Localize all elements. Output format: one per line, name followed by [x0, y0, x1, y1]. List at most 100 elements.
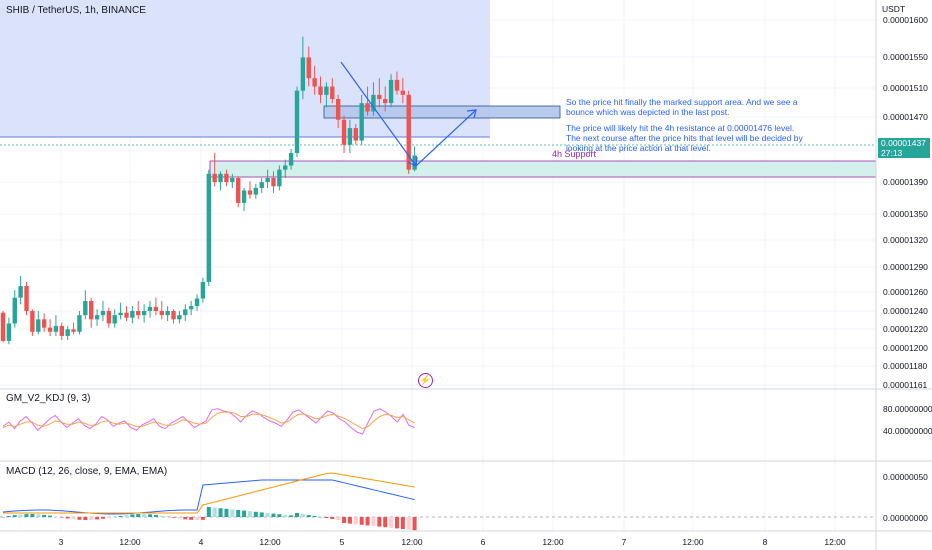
macd-histogram-bar: [336, 517, 341, 520]
macd-histogram-bar: [377, 517, 382, 527]
time-axis[interactable]: 3 12:00 4 12:00 5 12:00 6 12:00 7 12:00 8 12:00: [59, 537, 846, 547]
macd-histogram-bar: [171, 517, 176, 518]
candle-body: [318, 86, 323, 95]
price-tick-label: 0.00001600: [883, 15, 928, 25]
candle-body: [36, 319, 41, 332]
macd-label: MACD (12, 26, close, 9, EMA, EMA): [6, 466, 167, 477]
candle-body: [65, 329, 70, 336]
candle-body: [212, 173, 217, 183]
price-tick-label: 0.00001510: [883, 83, 928, 93]
price-axis[interactable]: 0.00001600 0.00001550 0.00001510 0.00001470…: [883, 15, 928, 390]
macd-histogram-bar: [65, 517, 70, 519]
kdj-tick-40: 40.00000000: [883, 426, 932, 436]
kdj-pane: [2, 408, 415, 435]
macd-histogram-bar: [12, 515, 17, 517]
candle-body: [188, 306, 194, 310]
time-tick-label: 8: [763, 537, 768, 547]
candle-body: [0, 312, 6, 341]
macd-histogram-bar: [42, 514, 47, 517]
macd-histogram-bar: [277, 514, 282, 517]
macd-histogram-bar: [59, 517, 64, 518]
kdj-tick-80: 80.00000000: [883, 404, 932, 414]
time-tick-label: 4: [199, 537, 204, 547]
candle-body: [206, 173, 211, 282]
chart-title: SHIB / TetherUS, 1h, BINANCE: [6, 5, 146, 16]
candle-body: [200, 281, 206, 299]
candle-body: [165, 311, 170, 316]
macd-histogram-bar: [106, 517, 111, 518]
macd-histogram-bar: [236, 510, 241, 517]
candle-body: [300, 57, 306, 91]
candle-body: [171, 311, 176, 320]
currency-label: USDT: [882, 4, 905, 14]
candle-body: [47, 327, 53, 332]
time-tick-label: 12:00: [259, 537, 281, 547]
macd-tick-050: 0.00000050: [883, 472, 928, 482]
macd-histogram-bar: [195, 517, 200, 520]
macd-histogram-bar: [289, 515, 294, 517]
candle-body: [377, 94, 382, 99]
macd-histogram-bar: [95, 517, 100, 520]
macd-histogram-bar: [18, 514, 23, 517]
macd-tick-000: 0.00000000: [883, 513, 928, 523]
macd-histogram-bar: [206, 507, 211, 517]
candle-body: [118, 312, 123, 316]
macd-histogram-bar: [224, 508, 229, 517]
candle-body: [241, 190, 247, 203]
macd-histogram-bar: [259, 512, 264, 517]
candle-body: [94, 315, 100, 320]
arrow-head-down: [407, 156, 418, 167]
candle-body: [306, 57, 311, 79]
candle-body: [136, 311, 141, 316]
grid-lines: [0, 0, 876, 531]
price-tick-label: 0.00001320: [883, 235, 928, 245]
candle-body: [141, 311, 147, 316]
macd-histogram-bar: [312, 516, 317, 517]
candle-body: [89, 301, 94, 320]
macd-histogram-bar: [412, 517, 417, 531]
macd-histogram-bar: [400, 517, 405, 529]
candle-body: [6, 323, 12, 341]
candle-body: [259, 182, 264, 188]
macd-histogram-bar: [318, 517, 323, 518]
macd-histogram-bar: [342, 517, 347, 523]
macd-histogram-bar: [347, 517, 352, 524]
candle-body: [371, 94, 376, 112]
candle-body: [177, 315, 182, 320]
macd-histogram-bar: [330, 517, 335, 519]
macd-histogram-bar: [130, 514, 135, 517]
macd-histogram-bar: [265, 513, 270, 517]
macd-histogram-bar: [153, 514, 158, 517]
candle-body: [30, 311, 35, 332]
macd-histogram-bar: [271, 513, 276, 517]
macd-histogram-bar: [30, 514, 35, 517]
price-tick-label: 0.00001470: [883, 112, 928, 122]
macd-histogram-bar: [136, 514, 141, 517]
candle-body: [353, 128, 358, 141]
candle-body: [106, 311, 112, 324]
candle-body: [183, 309, 188, 316]
candle-body: [77, 315, 82, 332]
price-tick-label: 0.00001550: [883, 52, 928, 62]
candle-body: [330, 86, 335, 99]
macd-histogram-bar: [71, 517, 76, 520]
macd-histogram-bar: [142, 514, 147, 517]
macd-histogram-bar: [177, 517, 182, 519]
candle-body: [400, 90, 406, 95]
candle-body: [18, 286, 23, 298]
time-tick-label: 12:00: [119, 537, 141, 547]
candle-body: [265, 177, 270, 183]
macd-histogram-bar: [1, 517, 5, 518]
candle-body: [130, 311, 135, 318]
macd-histogram-bar: [306, 515, 311, 517]
macd-histogram-bar: [100, 517, 105, 519]
lightning-alert-icon[interactable]: ⚡: [418, 373, 433, 388]
macd-histogram-bar: [365, 517, 370, 526]
macd-histogram-bar: [118, 515, 123, 517]
time-tick-label: 5: [340, 537, 345, 547]
macd-histogram-bar: [242, 510, 247, 517]
candle-body: [412, 155, 417, 170]
price-tick-label: 0.00001180: [883, 361, 928, 371]
candle-body: [194, 298, 200, 307]
